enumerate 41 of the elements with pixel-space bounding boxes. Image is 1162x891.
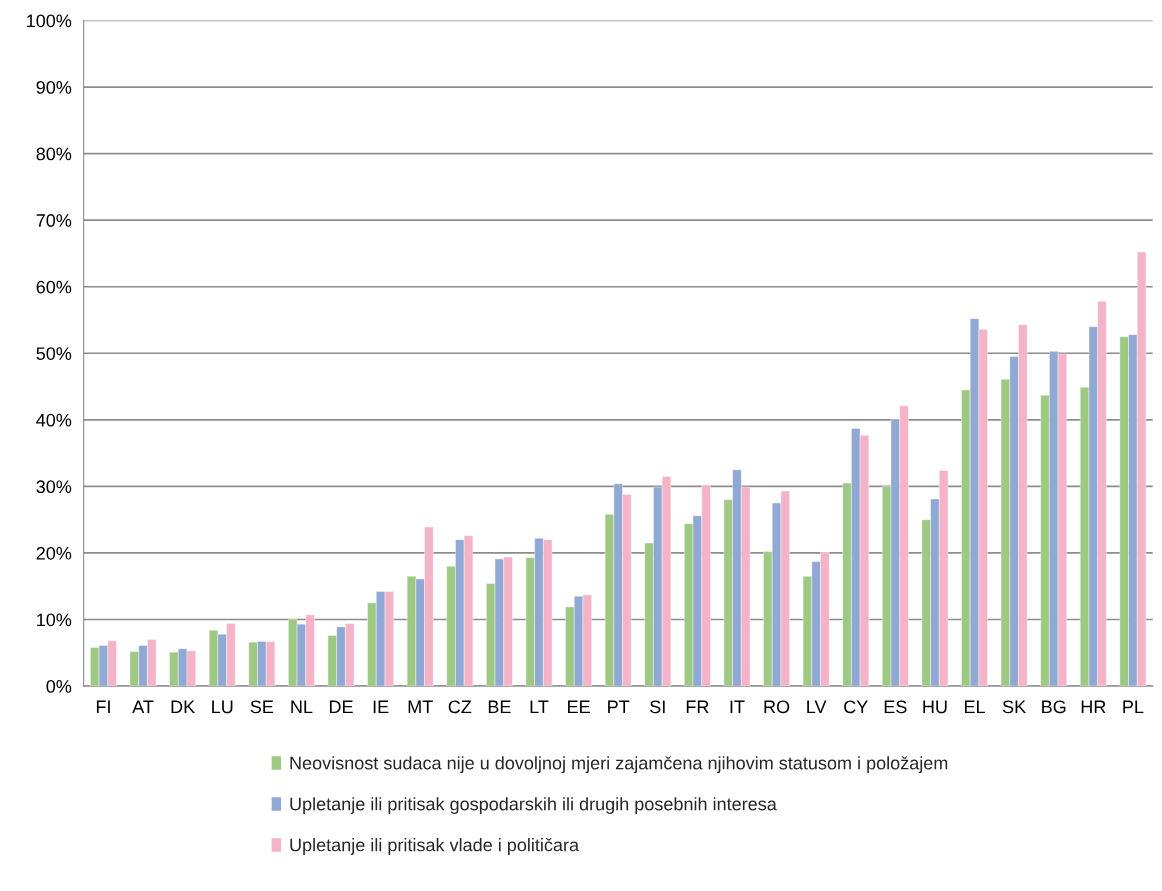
x-tick-label: NL (291, 700, 313, 714)
y-tick-label: 40% (36, 413, 72, 427)
x-tick-label: HR (1081, 700, 1106, 714)
x-tick-label: EE (568, 700, 590, 714)
y-tick-label: 30% (36, 480, 72, 494)
x-tick-label: FI (96, 700, 110, 714)
x-tick-label: RO (764, 700, 790, 714)
legend-label: Upletanje ili pritisak gospodarskih ili drugih posebnih interesa (290, 797, 777, 814)
y-tick-label: 10% (37, 613, 72, 627)
y-tick-label: 50% (36, 347, 72, 360)
x-tick-label: MT (408, 700, 433, 714)
y-tick-label: 60% (36, 280, 72, 294)
x-tick-label: IE (373, 700, 389, 714)
y-tick-label: 80% (36, 147, 72, 161)
x-tick-label: BE (488, 700, 511, 714)
x-tick-label: EL (964, 700, 985, 714)
x-tick-label: ES (884, 700, 907, 714)
x-tick-label: DK (171, 700, 195, 714)
x-tick-label: SI (650, 700, 665, 714)
x-tick-label: LU (212, 700, 233, 714)
y-tick-label: 0% (46, 680, 72, 693)
x-tick-label: PL (1123, 700, 1144, 714)
legend-label: Upletanje ili pritisak vlade i političara (290, 838, 580, 855)
x-tick-label: DE (329, 700, 353, 714)
x-tick-label: PT (608, 700, 630, 714)
x-tick-label: HU (923, 700, 947, 714)
x-tick-label: CZ (448, 700, 472, 714)
y-tick-label: 90% (36, 80, 72, 94)
y-tick-label: 20% (36, 546, 72, 560)
x-tick-label: LV (807, 700, 827, 714)
legend-label: Neovisnost sudaca nije u dovoljnoj mjeri zajamčena njihovim statusom i položajem (290, 756, 948, 774)
y-tick-label: 70% (36, 214, 72, 227)
x-tick-label: CY (844, 700, 868, 714)
x-tick-label: BG (1042, 700, 1066, 714)
x-tick-label: AT (132, 700, 154, 714)
x-tick-label: FR (686, 700, 709, 714)
x-tick-label: LT (530, 700, 549, 714)
x-tick-label: SE (250, 700, 274, 714)
y-tick-label: 100% (27, 14, 72, 28)
x-tick-label: IT (730, 700, 745, 714)
x-tick-label: SK (1002, 700, 1026, 714)
